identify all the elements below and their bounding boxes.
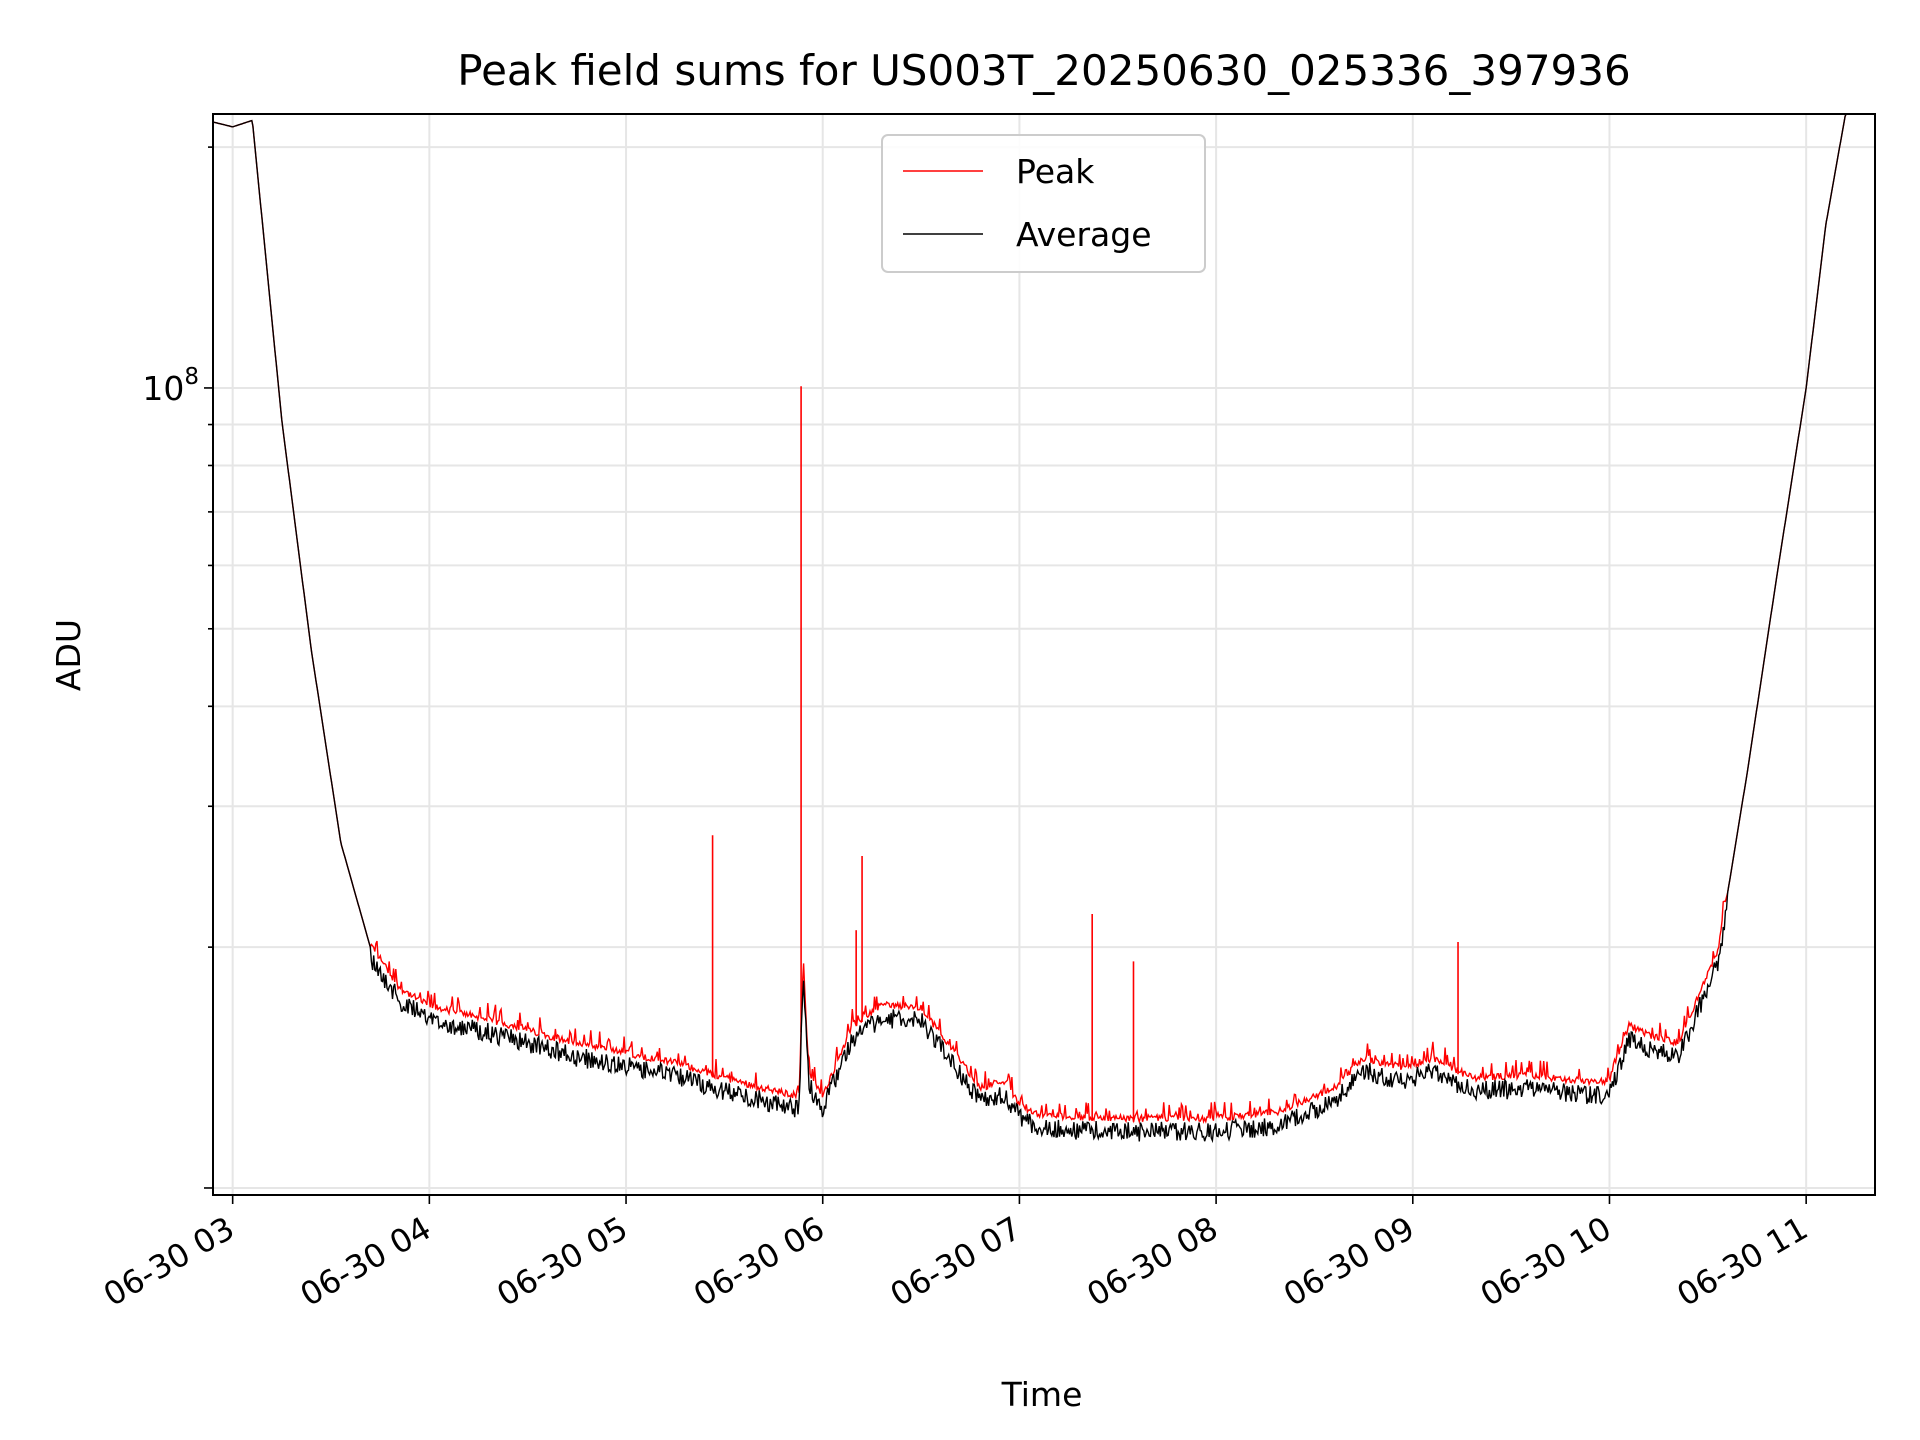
y-axis-label: ADU xyxy=(49,619,88,691)
series-layer xyxy=(212,113,1875,1144)
chart-title: Peak field sums for US003T_20250630_0253… xyxy=(457,46,1630,95)
x-axis-label: Time xyxy=(1001,1375,1083,1414)
y-tick-label: 108 xyxy=(142,364,199,408)
legend-box xyxy=(881,134,1206,273)
peak-series-line xyxy=(212,113,1875,1125)
average-series-line xyxy=(212,113,1875,1144)
legend: Peak Average xyxy=(881,134,1206,273)
legend-peak-label: Peak xyxy=(1016,152,1095,191)
legend-average-label: Average xyxy=(1016,215,1152,254)
plot-frame xyxy=(212,113,1876,1196)
